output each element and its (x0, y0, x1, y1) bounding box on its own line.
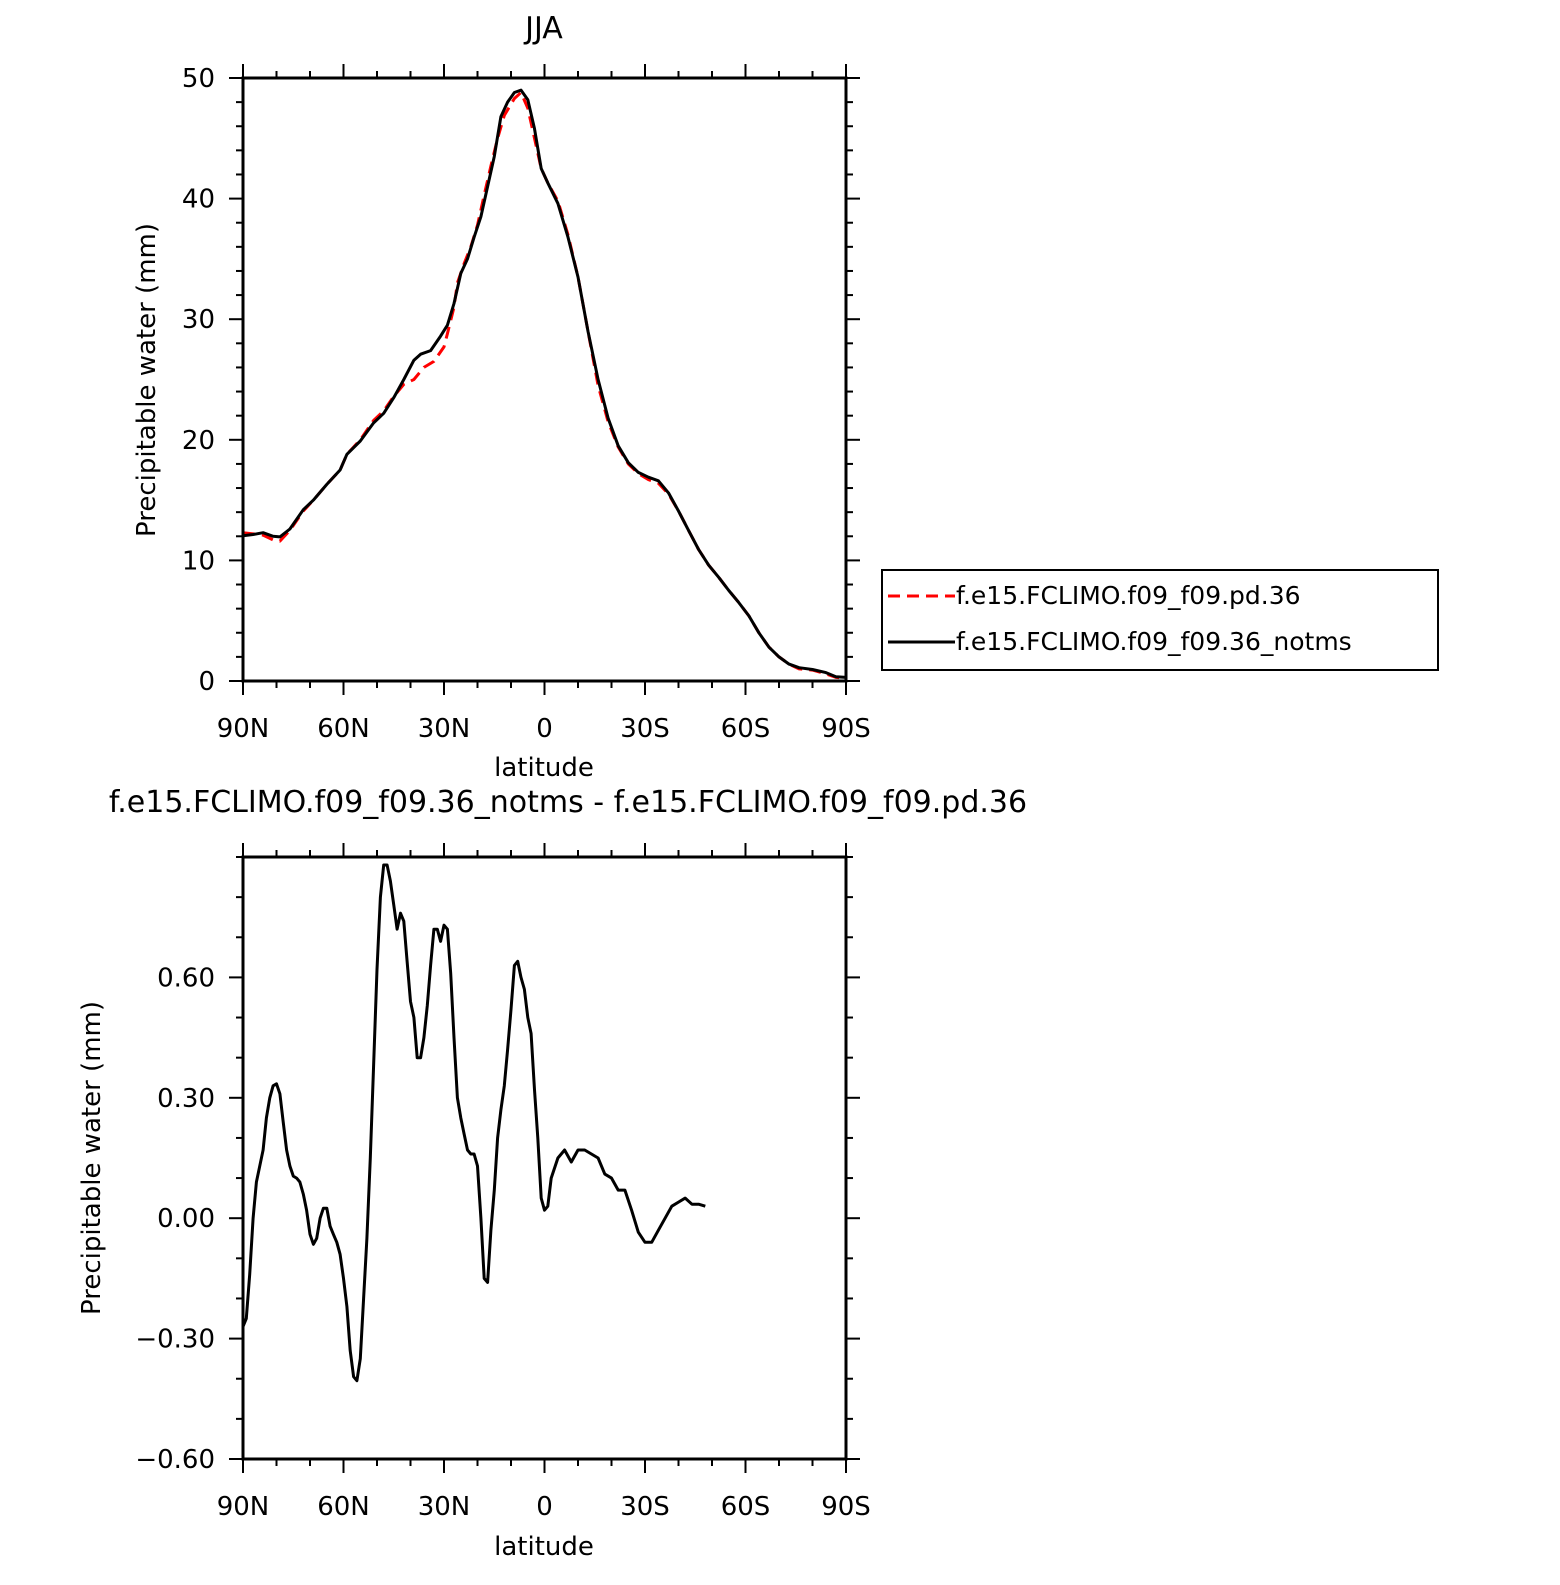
bottom-chart-title: f.e15.FCLIMO.f09_f09.36_notms - f.e15.FC… (109, 785, 1027, 820)
top-x-tick-label: 60S (721, 714, 771, 744)
top-y-tick-label: 10 (182, 546, 215, 576)
top-panel: JJA 90N 60N 30N 0 30S 60S 90S 0 10 20 30 40 50 Preci… (132, 11, 1439, 783)
top-plot-frame (241, 76, 848, 683)
top-x-tick-label: 60N (317, 714, 370, 744)
top-y-tick-label: 50 (182, 64, 215, 94)
top-x-tick-label: 30N (418, 714, 471, 744)
top-series-line-0 (242, 91, 847, 680)
bottom-x-tick-label: 60N (317, 1492, 370, 1522)
top-y-axis-title: Precipitable water (mm) (132, 223, 162, 537)
legend-label-notms: f.e15.FCLIMO.f09_f09.36_notms (956, 627, 1352, 656)
top-x-tick-label: 90N (217, 714, 270, 744)
bottom-y-tick-label: −0.30 (135, 1325, 215, 1355)
top-y-tick-label: 40 (182, 185, 215, 215)
bottom-y-tick-label: 0.00 (157, 1204, 215, 1234)
bottom-x-tick-label: 60S (721, 1492, 771, 1522)
bottom-y-tick-label: 0.60 (157, 963, 215, 993)
top-chart-title: JJA (523, 11, 563, 46)
bottom-x-axis-title: latitude (494, 1532, 594, 1562)
top-tick-labels: 90N 60N 30N 0 30S 60S 90S 0 10 20 30 40 50 (182, 64, 871, 744)
bottom-plot-frame (241, 855, 848, 1461)
bottom-series-lines (241, 863, 706, 1383)
top-x-tick-label: 30S (620, 714, 670, 744)
top-x-axis-title: latitude (494, 753, 594, 783)
bottom-y-tick-label: −0.60 (135, 1445, 215, 1475)
bottom-y-axis-title: Precipitable water (mm) (77, 1001, 107, 1315)
bottom-x-tick-label: 90S (821, 1492, 871, 1522)
top-y-tick-label: 0 (198, 667, 215, 697)
legend-box (881, 569, 1439, 671)
bottom-x-tick-label: 0 (536, 1492, 553, 1522)
bottom-panel: f.e15.FCLIMO.f09_f09.36_notms - f.e15.FC… (77, 785, 1027, 1562)
top-y-tick-label: 30 (182, 305, 215, 335)
bottom-tick-labels: 90N 60N 30N 0 30S 60S 90S −0.60 −0.30 0.00 0.30 0.6… (135, 963, 870, 1522)
bottom-x-tick-label: 90N (217, 1492, 270, 1522)
bottom-tick-marks (229, 843, 860, 1473)
top-y-tick-label: 20 (182, 426, 215, 456)
bottom-y-tick-label: 0.30 (157, 1084, 215, 1114)
bottom-x-tick-label: 30S (620, 1492, 670, 1522)
legend: f.e15.FCLIMO.f09_f09.pd.36 f.e15.FCLIMO.… (881, 569, 1439, 671)
top-series-line-1 (242, 88, 847, 679)
top-tick-marks (229, 64, 860, 695)
top-series-lines (242, 88, 847, 680)
top-x-tick-label: 90S (821, 714, 871, 744)
top-x-tick-label: 0 (536, 714, 553, 744)
bottom-x-tick-label: 30N (418, 1492, 471, 1522)
bottom-series-line-0 (241, 863, 706, 1383)
legend-label-pd36: f.e15.FCLIMO.f09_f09.pd.36 (956, 581, 1301, 610)
